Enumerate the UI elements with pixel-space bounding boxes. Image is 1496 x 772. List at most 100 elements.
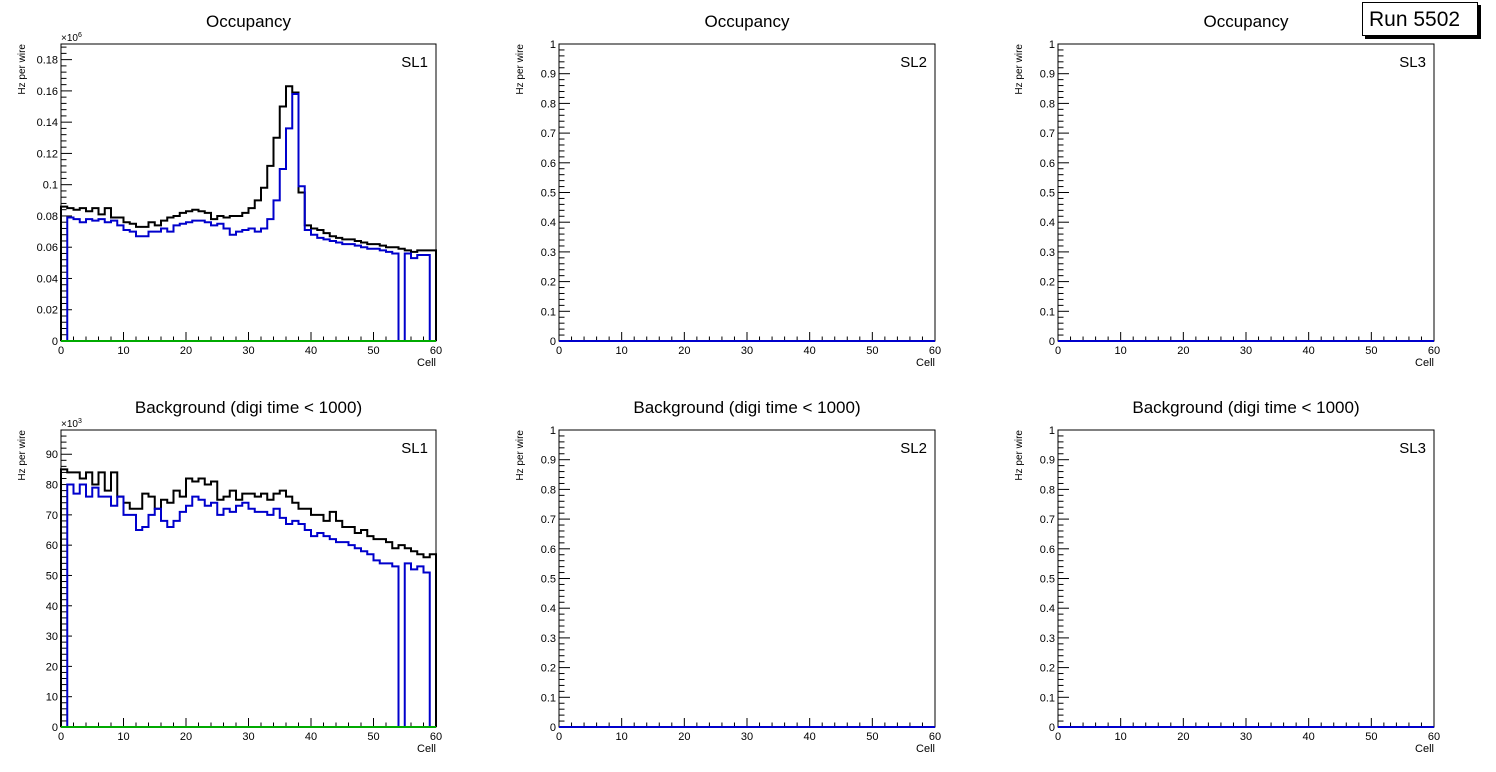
x-tick-label: 20: [678, 345, 690, 357]
series-filtered: [61, 93, 436, 342]
superlayer-label: SL1: [401, 440, 428, 457]
superlayer-label: SL1: [401, 54, 428, 71]
y-tick-label: 0: [550, 336, 556, 348]
y-tick-label: 0.8: [541, 98, 556, 110]
x-tick-label: 10: [616, 345, 628, 357]
y-axis-label: Hz per wire: [1014, 44, 1025, 95]
y-tick-label: 1: [550, 39, 556, 51]
y-tick-label: 0.9: [1040, 455, 1055, 467]
y-tick-label: 0.4: [541, 603, 556, 615]
y-tick-label: 0.2: [1040, 663, 1055, 675]
y-axis-exponent: ×106: [61, 32, 82, 44]
y-tick-label: 0.8: [1040, 98, 1055, 110]
chart-title: Background (digi time < 1000): [1132, 398, 1359, 417]
y-tick-label: 0.6: [541, 158, 556, 170]
x-tick-label: 50: [1365, 731, 1377, 743]
plot-frame: [558, 429, 936, 728]
x-tick-label: 30: [741, 731, 753, 743]
x-tick-label: 10: [117, 731, 129, 743]
chart-panel-4: Background (digi time < 1000) 0 10 20 30 40 50…: [17, 398, 442, 755]
y-tick-label: 0.8: [541, 484, 556, 496]
y-tick-label: 20: [46, 661, 58, 673]
x-tick-label: 10: [117, 345, 129, 357]
y-tick-label: 0.3: [541, 633, 556, 645]
x-tick-label: 60: [430, 345, 442, 357]
y-tick-label: 0.18: [37, 55, 58, 67]
x-tick-label: 10: [1115, 731, 1127, 743]
y-tick-label: 0.4: [1040, 603, 1055, 615]
x-axis-label: Cell: [417, 743, 436, 755]
y-tick-label: 0.9: [1040, 69, 1055, 81]
y-tick-label: 0.08: [37, 211, 58, 223]
x-tick-label: 50: [866, 345, 878, 357]
chart-panel-5: Background (digi time < 1000)0 10 20 30 40 50…: [515, 398, 941, 755]
y-tick-label: 0: [1049, 722, 1055, 734]
y-tick-label: 0.6: [1040, 158, 1055, 170]
x-tick-label: 50: [367, 731, 379, 743]
superlayer-label: SL2: [900, 440, 927, 457]
x-tick-label: 40: [305, 345, 317, 357]
x-axis-label: Cell: [1415, 357, 1434, 369]
chart-title: Background (digi time < 1000): [633, 398, 860, 417]
y-tick-label: 0.6: [541, 544, 556, 556]
y-tick-label: 0.14: [37, 117, 58, 129]
y-tick-label: 0.4: [1040, 217, 1055, 229]
x-tick-label: 20: [1177, 345, 1189, 357]
y-tick-label: 0.1: [43, 180, 58, 192]
chart-title: Background (digi time < 1000): [135, 398, 362, 417]
y-tick-label: 0.1: [1040, 306, 1055, 318]
x-tick-label: 20: [180, 731, 192, 743]
y-axis-label: Hz per wire: [17, 430, 28, 481]
y-tick-label: 30: [46, 631, 58, 643]
y-tick-label: 1: [550, 425, 556, 437]
x-tick-label: 50: [1365, 345, 1377, 357]
y-axis-exponent: ×103: [61, 418, 82, 430]
x-tick-label: 0: [556, 345, 562, 357]
y-tick-label: 0.7: [1040, 514, 1055, 526]
x-tick-label: 30: [242, 731, 254, 743]
y-tick-label: 40: [46, 601, 58, 613]
run-number-label: Run 5502: [1362, 2, 1478, 36]
x-tick-label: 50: [866, 731, 878, 743]
y-tick-label: 0.2: [541, 277, 556, 289]
y-tick-label: 0.7: [541, 514, 556, 526]
y-tick-label: 70: [46, 510, 58, 522]
y-tick-label: 50: [46, 570, 58, 582]
x-tick-label: 10: [616, 731, 628, 743]
chart-panel-2: Occupancy 0 10 20 30 40 50 60 0 0.1 0.2 0.3 0.4 0.5 0.…: [515, 12, 941, 369]
y-tick-label: 0.4: [541, 217, 556, 229]
y-tick-label: 1: [1049, 39, 1055, 51]
x-axis-label: Cell: [417, 357, 436, 369]
x-tick-label: 20: [180, 345, 192, 357]
y-tick-label: 0.5: [541, 188, 556, 200]
y-tick-label: 0.1: [1040, 692, 1055, 704]
x-tick-label: 60: [929, 731, 941, 743]
x-tick-label: 20: [1177, 731, 1189, 743]
chart-title: Occupancy: [1203, 12, 1289, 31]
x-tick-label: 40: [1303, 731, 1315, 743]
y-axis-label: Hz per wire: [515, 44, 526, 95]
y-tick-label: 0.7: [541, 128, 556, 140]
y-tick-label: 80: [46, 480, 58, 492]
y-tick-label: 0.3: [541, 247, 556, 259]
y-tick-label: 0.06: [37, 242, 58, 254]
y-tick-label: 0.3: [1040, 247, 1055, 259]
chart-panel-6: Background (digi time < 1000) 0 10 20 30 40 50…: [1014, 398, 1440, 755]
y-tick-label: 0.16: [37, 86, 58, 98]
x-tick-label: 30: [1240, 731, 1252, 743]
chart-panel-1: Occupancy 0 10 20 30 40 50 60 0 0.02 0.04 0.06 0.08 0…: [17, 12, 442, 369]
y-tick-label: 0.9: [541, 455, 556, 467]
x-axis-label: Cell: [1415, 743, 1434, 755]
series-total: [60, 85, 437, 341]
x-tick-label: 60: [1428, 731, 1440, 743]
y-tick-label: 0.2: [541, 663, 556, 675]
x-tick-label: 0: [58, 731, 64, 743]
x-tick-label: 40: [804, 731, 816, 743]
x-tick-label: 60: [430, 731, 442, 743]
x-tick-label: 0: [1055, 731, 1061, 743]
x-tick-label: 40: [1303, 345, 1315, 357]
superlayer-label: SL3: [1399, 440, 1426, 457]
y-tick-label: 0.8: [1040, 484, 1055, 496]
y-tick-label: 0: [52, 722, 58, 734]
